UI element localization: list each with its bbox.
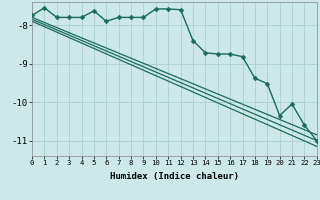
X-axis label: Humidex (Indice chaleur): Humidex (Indice chaleur) xyxy=(110,172,239,181)
